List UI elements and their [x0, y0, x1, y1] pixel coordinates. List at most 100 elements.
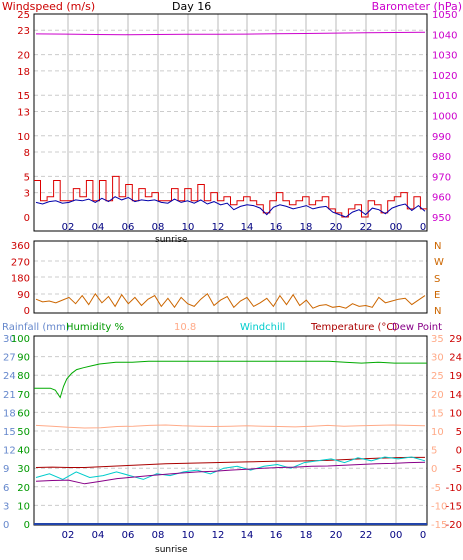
wind-tick-label: 18 [17, 67, 30, 78]
rainfall-tick-label: 9 [3, 464, 9, 475]
dewpoint-tick-label: -5 [452, 464, 462, 475]
barometer-tick-label: 1050 [432, 10, 457, 21]
barometer-axis-title: Barometer (hPa) [372, 0, 462, 13]
x-tick-label-top: 22 [360, 222, 373, 233]
humidity-tick-label: 40 [17, 446, 30, 457]
humidity-tick-label: 30 [17, 464, 30, 475]
humidity-tick-label: 60 [17, 408, 30, 419]
rainfall-tick-label: 21 [3, 390, 16, 401]
sunrise-label-bottom: sunrise [155, 545, 188, 555]
barometer-tick-label: 980 [432, 152, 451, 163]
dewpoint-tick-label: 10 [449, 408, 462, 419]
barometer-tick-label: 950 [432, 213, 451, 224]
dew-point-series [35, 461, 426, 485]
humidity-tick-label: 20 [17, 483, 30, 494]
temperature-label: Temperature (°C) [310, 322, 397, 333]
direction-plot-frame [33, 240, 428, 314]
wind-tick-label: 15 [17, 91, 30, 102]
x-tick-label-top: 16 [270, 222, 283, 233]
humidity-tick-label: 0 [24, 520, 30, 531]
x-tick-label-bottom: 10 [182, 530, 195, 541]
wind-tick-label: 8 [24, 148, 30, 159]
barometer-tick-label: 1030 [432, 51, 457, 62]
dew-point-label: Dew Point [392, 322, 442, 333]
barometer-series [35, 31, 426, 36]
barometer-tick-label: 990 [432, 132, 451, 143]
direction-degree-label: 0 [24, 306, 30, 317]
temperature-tick-label: 30 [431, 353, 444, 364]
temperature-tick-label: 15 [431, 408, 444, 419]
wind-tick-label: 23 [17, 26, 30, 37]
x-tick-label-top: 02 [62, 222, 75, 233]
rainfall-tick-label: 27 [3, 353, 16, 364]
windspeed-axis-title: Windspeed (m/s) [2, 0, 95, 13]
x-tick-label-top: 14 [241, 222, 254, 233]
rainfall-tick-label: 30 [3, 334, 16, 345]
humidity-tick-label: 70 [17, 390, 30, 401]
barometer-tick-label: 970 [432, 172, 451, 183]
x-tick-label-top: 04 [92, 222, 105, 233]
x-tick-label-top: 10 [182, 222, 195, 233]
x-tick-label-top: 00 [390, 222, 403, 233]
temperature-series [35, 456, 425, 468]
wind-tick-label: 0 [24, 213, 30, 224]
humidity-tick-label: 90 [17, 353, 30, 364]
wind-tick-label: 10 [17, 132, 30, 143]
wind-plot-frame [33, 13, 428, 232]
temperature-tick-label: 5 [431, 446, 437, 457]
rainfall-tick-label: 6 [3, 483, 9, 494]
x-tick-label-top: 12 [212, 222, 225, 233]
x-tick-label-top: 20 [330, 222, 343, 233]
temperature-tick-label: 35 [431, 334, 444, 345]
dewpoint-tick-label: -10 [446, 483, 462, 494]
direction-degree-label: 180 [11, 274, 30, 285]
wind-direction-series [35, 292, 426, 309]
temperature-tick-label: 0 [431, 464, 437, 475]
humidity-series [34, 360, 427, 399]
x-tick-label-bottom: 02 [62, 530, 75, 541]
temperature-tick-label: 20 [431, 390, 444, 401]
direction-degree-label: 360 [11, 241, 30, 252]
wind-tick-label: 20 [17, 51, 30, 62]
rainfall-tick-label: 0 [3, 520, 9, 531]
rainfall-axis-title: Rainfall (mm) [2, 322, 70, 333]
temperature-tick-label: -10 [431, 501, 447, 512]
humidity-tick-label: 80 [17, 371, 30, 382]
x-tick-label-top: 18 [300, 222, 313, 233]
barometer-tick-label: 1010 [432, 91, 457, 102]
x-tick-label-bottom: 20 [330, 530, 343, 541]
x-tick-label-top: 06 [122, 222, 135, 233]
dewpoint-tick-label: 24 [449, 353, 462, 364]
x-tick-label-top: 08 [152, 222, 165, 233]
temperature-tick-label: 10 [431, 427, 444, 438]
barometer-tick-label: 1040 [432, 30, 457, 41]
x-tick-label-bottom: 00 [390, 530, 403, 541]
wind-tick-label: 5 [24, 172, 30, 183]
compass-direction-label: S [434, 274, 440, 285]
x-tick-label-bottom: 14 [241, 530, 254, 541]
dewpoint-tick-label: 29 [449, 334, 462, 345]
rainfall-tick-label: 15 [3, 427, 16, 438]
x-tick-label-bottom: 06 [122, 530, 135, 541]
rainfall-tick-label: 3 [3, 501, 9, 512]
wind-tick-label: 25 [17, 10, 30, 21]
dewpoint-tick-label: 19 [449, 371, 462, 382]
dewpoint-tick-label: 14 [449, 390, 462, 401]
x-tick-label-bottom: 08 [152, 530, 165, 541]
rainfall-tick-label: 24 [3, 371, 16, 382]
compass-direction-label: N [434, 306, 441, 317]
wind-tick-label: 3 [24, 189, 30, 200]
windspeed-average-series [35, 196, 426, 218]
x-tick-label-top: 0 [420, 222, 426, 233]
humidity-axis-title: Humidity % [66, 322, 124, 333]
temperature-tick-label: -5 [431, 483, 441, 494]
day-title: Day 16 [172, 0, 211, 13]
compass-direction-label: W [434, 257, 444, 268]
wind-barometer-panel: Windspeed (m/s) Day 16 Barometer (hPa) 2… [2, 0, 462, 245]
windchill-label: Windchill [240, 322, 285, 333]
barometer-tick-label: 1020 [432, 71, 457, 82]
wind-tick-label: 13 [17, 107, 30, 118]
temperature-humidity-panel: Rainfall (mm) Humidity % 10.8 Windchill … [2, 322, 462, 555]
